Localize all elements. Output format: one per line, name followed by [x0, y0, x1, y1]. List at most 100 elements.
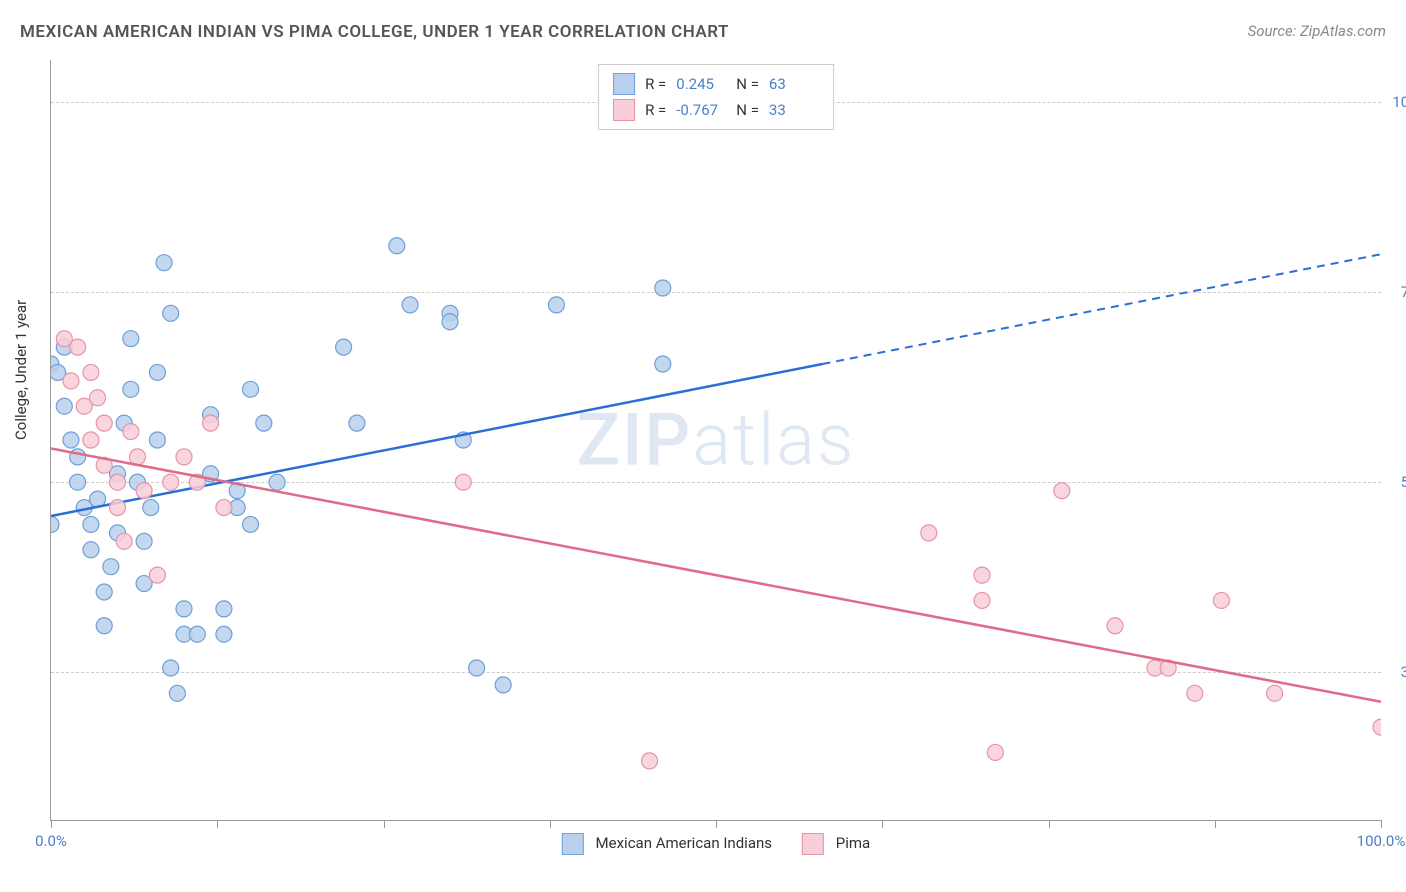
scatter-point — [83, 542, 99, 558]
scatter-point — [63, 373, 79, 389]
scatter-point — [169, 685, 185, 701]
x-tick — [882, 820, 883, 828]
scatter-point — [90, 390, 106, 406]
scatter-point — [269, 474, 285, 490]
chart-container: MEXICAN AMERICAN INDIAN VS PIMA COLLEGE,… — [0, 0, 1406, 892]
legend-label-2: Pima — [836, 834, 870, 852]
scatter-point — [149, 364, 165, 380]
x-tick — [1215, 820, 1216, 828]
scatter-point — [655, 280, 671, 296]
legend-item-2: Pima — [802, 833, 870, 855]
legend-row-series-1: R = 0.245 N = 63 — [613, 71, 819, 97]
legend-swatch-2 — [613, 99, 635, 121]
scatter-point — [655, 356, 671, 372]
scatter-point — [921, 525, 937, 541]
scatter-point — [96, 415, 112, 431]
legend-label-1: Mexican American Indians — [596, 834, 772, 852]
legend-n-label-2: N = — [736, 101, 759, 119]
y-tick-label: 55.0% — [1386, 473, 1406, 491]
legend-row-series-2: R = -0.767 N = 33 — [613, 97, 819, 123]
scatter-point — [83, 432, 99, 448]
legend-swatch-bottom-1 — [562, 833, 584, 855]
scatter-point — [243, 381, 259, 397]
regression-line — [51, 448, 1381, 701]
scatter-point — [1107, 618, 1123, 634]
scatter-point — [96, 584, 112, 600]
scatter-point — [156, 255, 172, 271]
x-tick-label: 0.0% — [35, 832, 67, 850]
scatter-point — [216, 601, 232, 617]
scatter-point — [974, 592, 990, 608]
regression-line-extrapolated — [822, 254, 1381, 364]
y-tick-label: 100.0% — [1386, 93, 1406, 111]
source-label: Source: ZipAtlas.com — [1248, 22, 1386, 40]
x-tick — [1381, 820, 1382, 828]
scatter-point — [256, 415, 272, 431]
chart-title: MEXICAN AMERICAN INDIAN VS PIMA COLLEGE,… — [20, 22, 729, 42]
legend-r-label-2: R = — [645, 101, 666, 119]
y-axis-label: College, Under 1 year — [12, 300, 30, 440]
scatter-point — [1187, 685, 1203, 701]
x-tick — [217, 820, 218, 828]
scatter-point — [203, 415, 219, 431]
scatter-point — [123, 331, 139, 347]
regression-line — [51, 364, 822, 516]
legend-n-value-1: 63 — [769, 75, 819, 93]
legend-swatch-bottom-2 — [802, 833, 824, 855]
scatter-svg — [51, 60, 1381, 820]
legend-series: Mexican American Indians Pima — [562, 833, 870, 855]
scatter-point — [642, 753, 658, 769]
scatter-point — [469, 660, 485, 676]
scatter-point — [110, 500, 126, 516]
legend-r-value-2: -0.767 — [676, 101, 726, 119]
scatter-point — [56, 398, 72, 414]
scatter-point — [103, 559, 119, 575]
scatter-point — [110, 474, 126, 490]
scatter-point — [83, 364, 99, 380]
scatter-point — [176, 449, 192, 465]
scatter-point — [1267, 685, 1283, 701]
x-tick — [716, 820, 717, 828]
scatter-point — [63, 432, 79, 448]
scatter-point — [987, 744, 1003, 760]
legend-correlation: R = 0.245 N = 63 R = -0.767 N = 33 — [598, 64, 834, 130]
scatter-point — [136, 483, 152, 499]
scatter-point — [216, 626, 232, 642]
scatter-point — [442, 314, 458, 330]
scatter-point — [123, 424, 139, 440]
scatter-point — [243, 516, 259, 532]
scatter-point — [129, 449, 145, 465]
scatter-point — [1213, 592, 1229, 608]
legend-r-label-1: R = — [645, 75, 666, 93]
scatter-point — [548, 297, 564, 313]
scatter-point — [136, 533, 152, 549]
scatter-point — [149, 432, 165, 448]
y-tick-label: 77.5% — [1386, 283, 1406, 301]
x-tick — [384, 820, 385, 828]
scatter-point — [176, 601, 192, 617]
scatter-point — [96, 618, 112, 634]
scatter-point — [216, 500, 232, 516]
legend-item-1: Mexican American Indians — [562, 833, 772, 855]
plot-area: ZIPatlas 32.5%55.0%77.5%100.0% 0.0%100.0… — [50, 60, 1381, 821]
x-tick — [51, 820, 52, 828]
legend-n-value-2: 33 — [769, 101, 819, 119]
scatter-point — [163, 305, 179, 321]
legend-r-value-1: 0.245 — [676, 75, 726, 93]
scatter-point — [149, 567, 165, 583]
x-tick — [550, 820, 551, 828]
scatter-point — [1054, 483, 1070, 499]
scatter-point — [163, 474, 179, 490]
scatter-point — [116, 533, 132, 549]
scatter-point — [402, 297, 418, 313]
legend-n-label-1: N = — [736, 75, 759, 93]
scatter-point — [336, 339, 352, 355]
scatter-point — [1373, 719, 1381, 735]
scatter-point — [83, 516, 99, 532]
scatter-point — [495, 677, 511, 693]
scatter-point — [123, 381, 139, 397]
scatter-point — [70, 474, 86, 490]
legend-swatch-1 — [613, 73, 635, 95]
scatter-point — [349, 415, 365, 431]
scatter-point — [143, 500, 159, 516]
